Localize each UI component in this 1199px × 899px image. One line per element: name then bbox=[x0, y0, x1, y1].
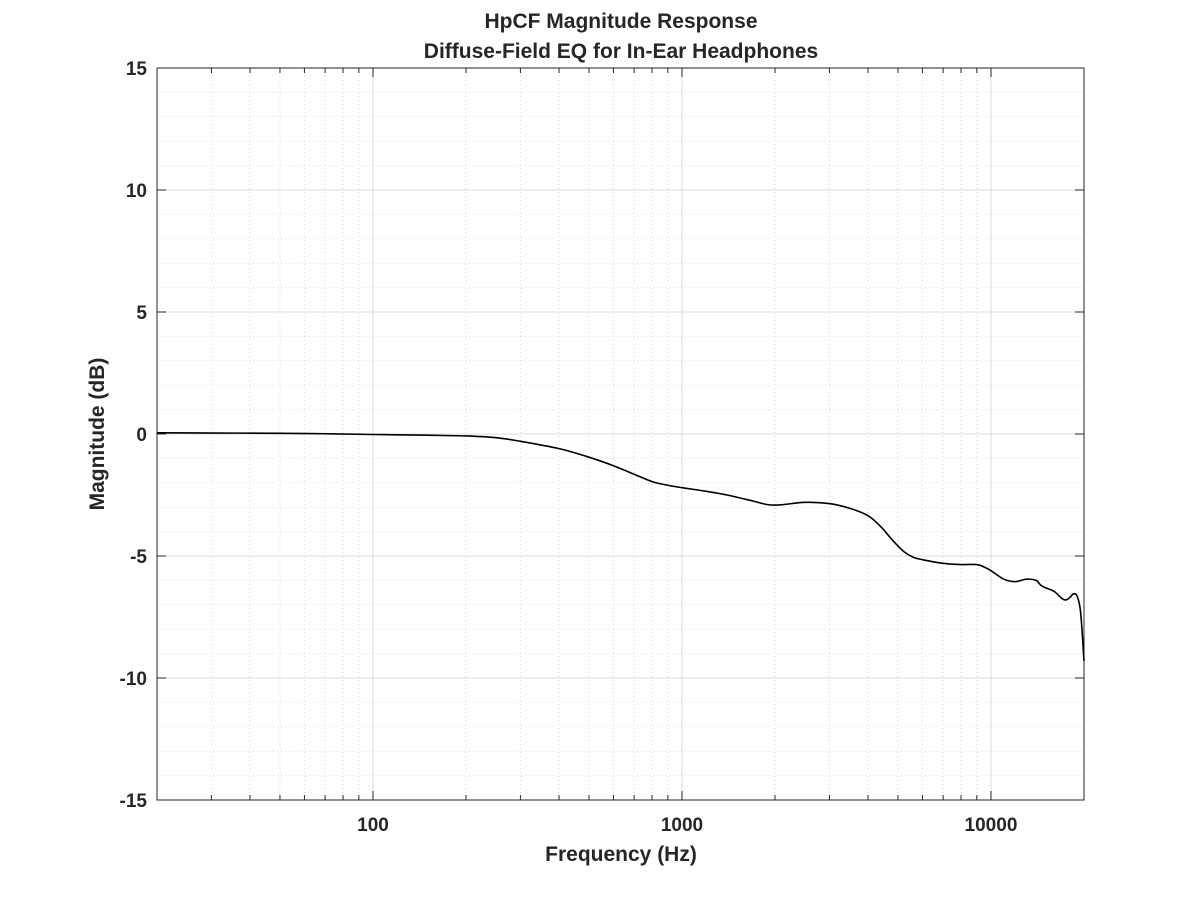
y-tick-label: -5 bbox=[130, 547, 147, 568]
x-axis-label: Frequency (Hz) bbox=[545, 843, 697, 866]
y-axis-label: Magnitude (dB) bbox=[86, 358, 109, 511]
x-tick-labels: 100 1000 10000 bbox=[357, 815, 1017, 836]
tick-marks bbox=[156, 67, 1085, 801]
chart-title: HpCF Magnitude Response bbox=[484, 10, 757, 33]
x-tick-label: 10000 bbox=[965, 815, 1018, 836]
y-tick-labels: 15 10 5 0 -5 -10 -15 bbox=[120, 59, 148, 812]
y-tick-label: 10 bbox=[126, 181, 147, 202]
x-tick-label: 100 bbox=[357, 815, 389, 836]
y-tick-label: 15 bbox=[126, 59, 148, 80]
y-tick-label: 0 bbox=[136, 425, 147, 446]
y-tick-label: 5 bbox=[136, 303, 147, 324]
y-tick-label: -15 bbox=[120, 791, 148, 812]
minor-grid bbox=[156, 68, 1085, 800]
y-tick-label: -10 bbox=[120, 669, 147, 690]
x-tick-label: 1000 bbox=[661, 815, 703, 836]
chart-subtitle: Diffuse-Field EQ for In-Ear Headphones bbox=[424, 40, 818, 63]
magnitude-response-line bbox=[156, 431, 1085, 661]
